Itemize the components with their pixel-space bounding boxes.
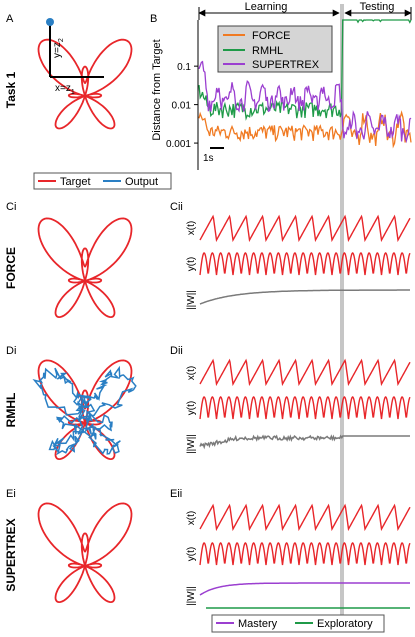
series-line-rmhl bbox=[198, 19, 412, 121]
y-tick-label: 0.01 bbox=[172, 101, 192, 112]
legend-label-rmhl: RMHL bbox=[252, 45, 283, 57]
label-w-supertrex: ||W|| bbox=[186, 586, 197, 606]
panel-label-di: Di bbox=[6, 345, 16, 357]
label-x-supertrex: x(t) bbox=[186, 511, 197, 525]
y-tick-label: 0.001 bbox=[166, 139, 191, 150]
panel-ci-butterfly bbox=[37, 217, 133, 319]
panel-label-eii: Eii bbox=[170, 488, 182, 500]
x-trace bbox=[199, 358, 411, 387]
x-axis-label: x=z1 bbox=[55, 83, 75, 96]
panel-label-ci: Ci bbox=[6, 201, 16, 213]
panel-ei-butterfly bbox=[37, 502, 133, 604]
y-axis-label: y=z2 bbox=[52, 38, 65, 58]
label-y-force: y(t) bbox=[186, 257, 197, 271]
output-trajectory bbox=[32, 365, 137, 456]
learning-label: Learning bbox=[245, 1, 288, 13]
label-w-force: ||W|| bbox=[186, 290, 197, 310]
target-shape bbox=[37, 359, 133, 461]
legend-label-force: FORCE bbox=[252, 30, 291, 42]
weight-norm-trace bbox=[199, 289, 410, 305]
legend-label-supertrex: SUPERTREX bbox=[252, 59, 320, 71]
series-line-supertrex bbox=[198, 60, 412, 144]
panel-di-butterfly bbox=[32, 359, 137, 461]
panel-label-ei: Ei bbox=[6, 488, 16, 500]
legend-label-target: Target bbox=[60, 176, 91, 188]
panel-cii-traces bbox=[199, 214, 411, 305]
label-x-rmhl: x(t) bbox=[186, 366, 197, 380]
panel-label-a: A bbox=[6, 13, 14, 25]
label-w-rmhl: ||W|| bbox=[186, 434, 197, 454]
y-trace bbox=[199, 542, 411, 566]
chart-legend: FORCE RMHL SUPERTREX bbox=[217, 25, 333, 73]
bottom-legend: Mastery Exploratory bbox=[211, 614, 385, 633]
y-trace bbox=[199, 252, 411, 276]
start-point-marker bbox=[46, 18, 54, 26]
testing-label: Testing bbox=[360, 1, 395, 13]
panel-a: y=z2 x=z1 bbox=[37, 18, 133, 130]
panel-label-cii: Cii bbox=[170, 201, 183, 213]
weight-norm-trace bbox=[199, 434, 410, 450]
y-axis-title: Distance from Target bbox=[151, 39, 163, 140]
row-label-force: FORCE bbox=[4, 247, 18, 289]
panel-dii-traces bbox=[199, 358, 411, 450]
y-tick-label: 0.1 bbox=[177, 62, 191, 73]
panel-label-b: B bbox=[150, 13, 157, 25]
row-label-rmhl: RMHL bbox=[4, 393, 18, 428]
target-shape bbox=[37, 38, 133, 130]
series-line-force bbox=[198, 110, 412, 149]
target-shape bbox=[37, 502, 133, 604]
panel-eii-traces bbox=[199, 503, 411, 609]
legend-label-output: Output bbox=[125, 176, 158, 188]
weight-norm-trace bbox=[199, 582, 410, 596]
shape-legend: Target Output bbox=[33, 172, 172, 190]
label-x-force: x(t) bbox=[186, 221, 197, 235]
shape-legend-box bbox=[33, 172, 172, 190]
x-trace bbox=[199, 503, 411, 532]
legend-label-mastery: Mastery bbox=[238, 618, 278, 630]
x-trace bbox=[199, 214, 411, 243]
legend-label-exploratory: Exploratory bbox=[317, 618, 373, 630]
y-trace bbox=[199, 396, 411, 420]
label-y-rmhl: y(t) bbox=[186, 401, 197, 415]
panel-b: Learning Testing Distance from Target 0.… bbox=[151, 1, 412, 170]
row-label-supertrex: SUPERTREX bbox=[4, 518, 18, 591]
label-y-supertrex: y(t) bbox=[186, 547, 197, 561]
target-shape bbox=[37, 217, 133, 319]
scale-bar-label: 1s bbox=[203, 153, 214, 164]
row-label-task: Task 1 bbox=[4, 71, 18, 108]
panel-label-dii: Dii bbox=[170, 345, 183, 357]
